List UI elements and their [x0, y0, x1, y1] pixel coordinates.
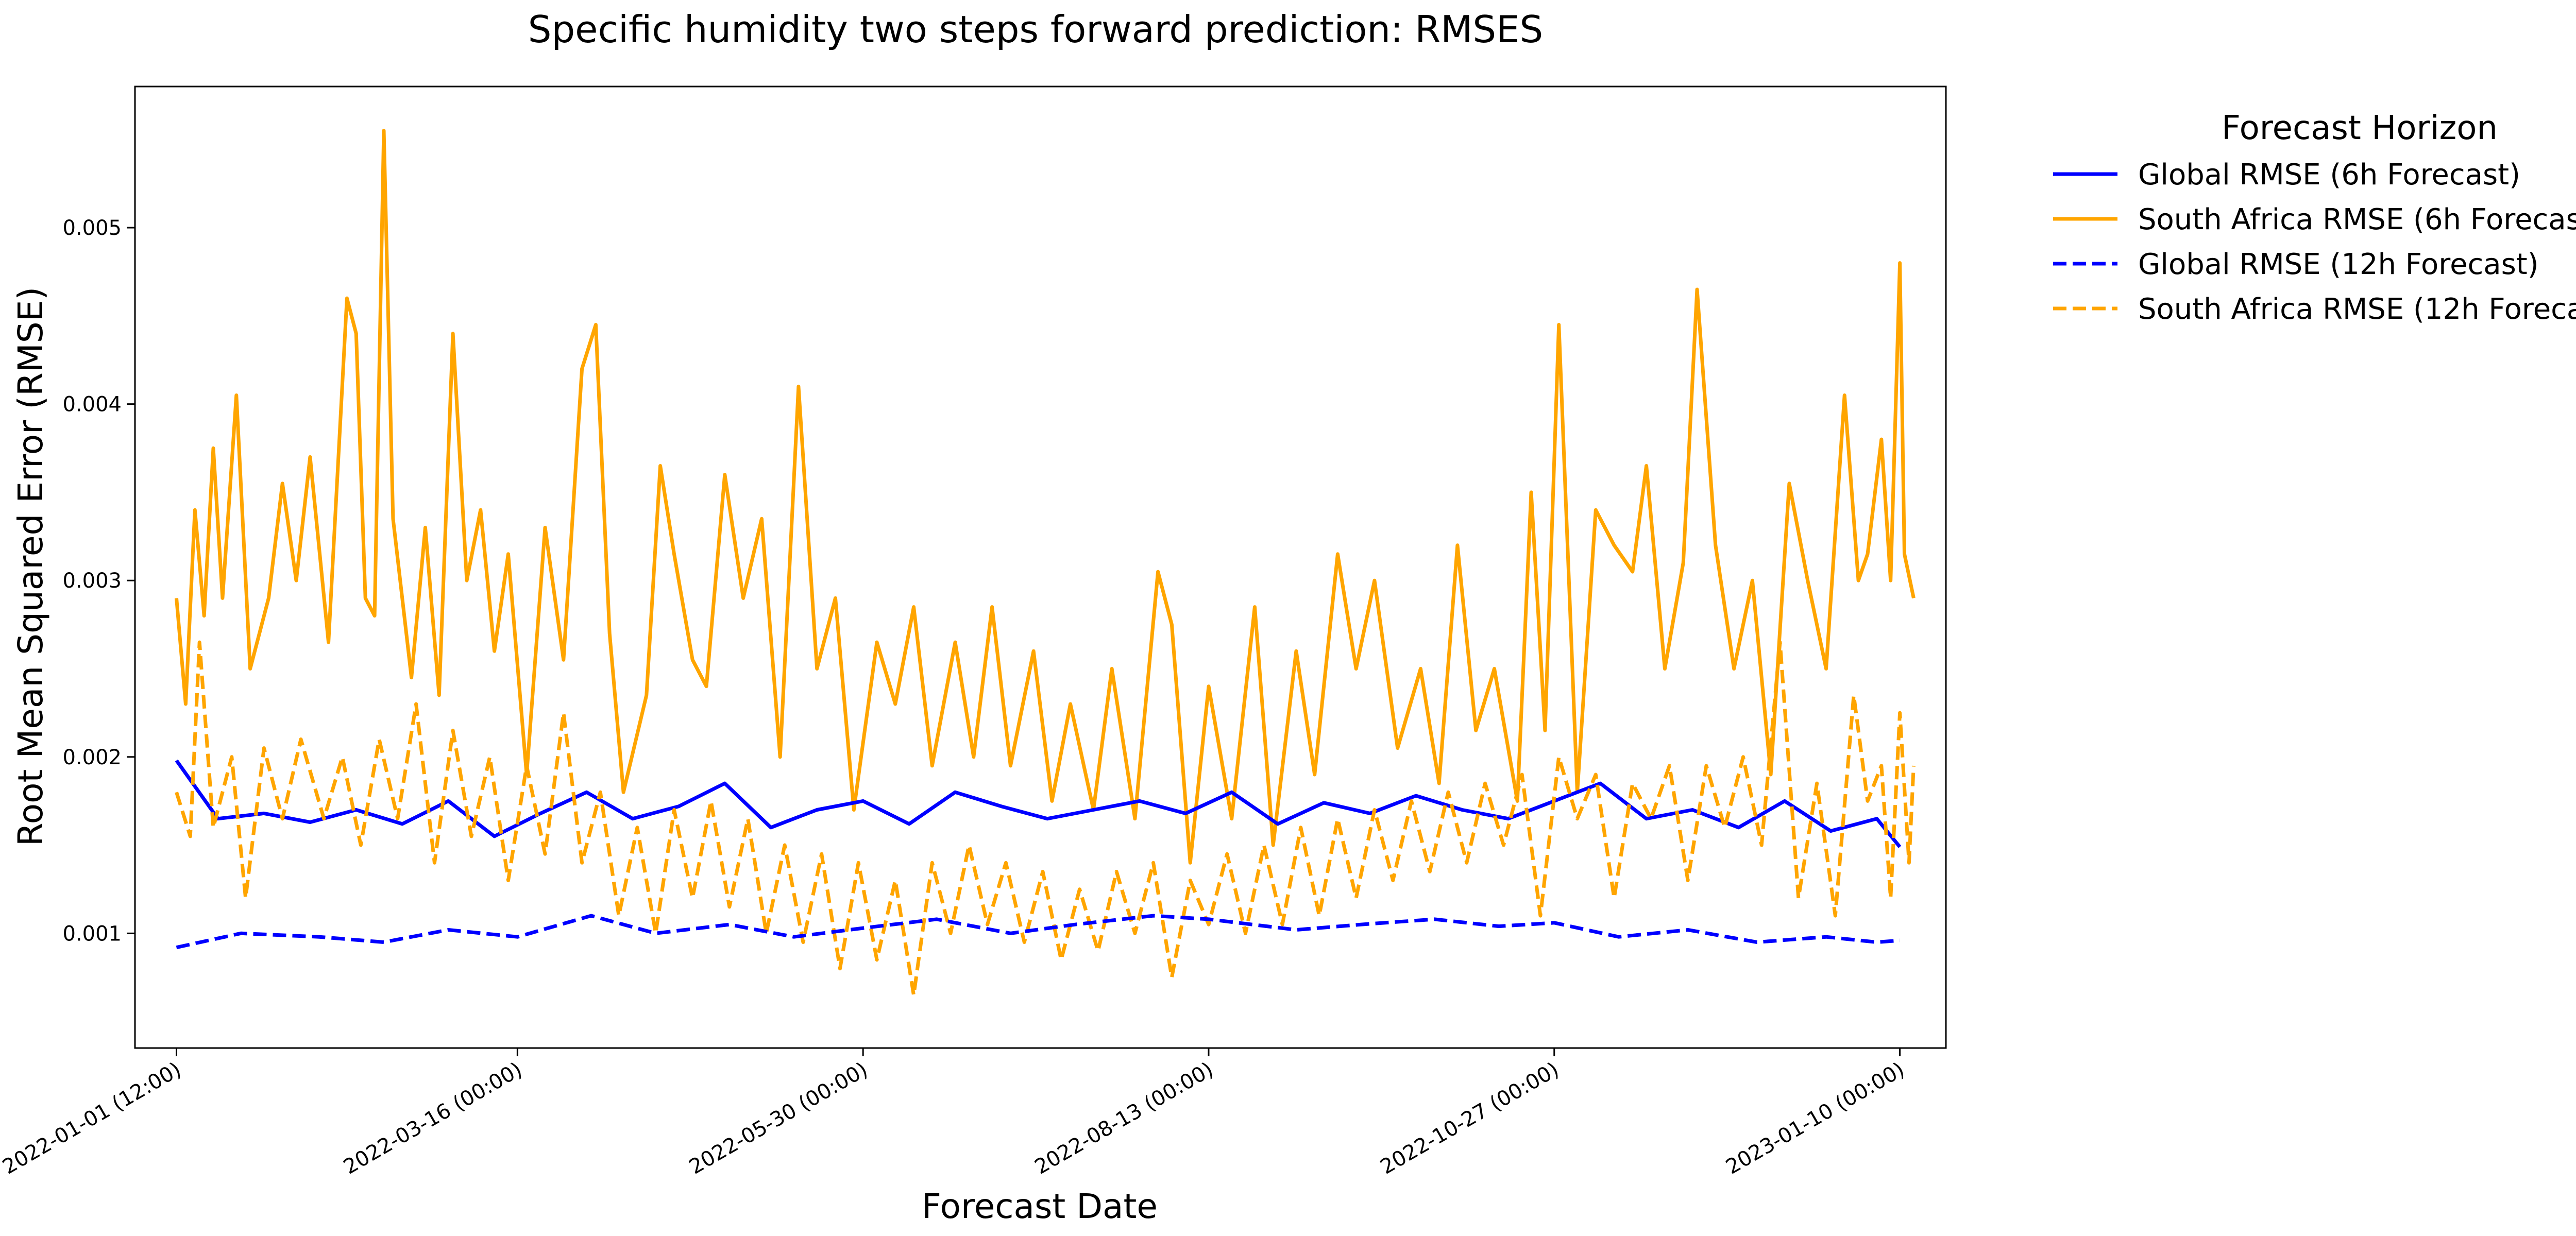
legend-label: South Africa RMSE (6h Forecast): [2138, 203, 2576, 236]
series-line-1: [175, 759, 1902, 848]
series-line-3: [176, 914, 1900, 950]
y-tick-label: 0.004: [62, 393, 122, 417]
legend-label: Global RMSE (6h Forecast): [2138, 158, 2520, 192]
legend-items: Global RMSE (6h Forecast) South Africa RM…: [2053, 158, 2576, 326]
chart-title: Specific humidity two steps forward pred…: [528, 8, 1544, 51]
legend: Forecast Horizon Global RMSE (6h Forecas…: [2053, 109, 2576, 326]
x-axis-title: Forecast Date: [922, 1187, 1158, 1226]
legend-label: Global RMSE (12h Forecast): [2138, 248, 2539, 281]
y-tick-label: 0.003: [62, 569, 122, 593]
plot-frame: [134, 85, 1947, 1049]
y-axis: 0.001 0.002 0.003 0.004 0.005: [62, 216, 135, 946]
legend-label: South Africa RMSE (12h Forecast): [2138, 293, 2576, 326]
series-line-2: [175, 129, 1916, 865]
y-tick-label: 0.002: [62, 746, 122, 769]
y-tick-label: 0.001: [62, 922, 122, 946]
y-axis-title: Root Mean Squared Error (RMSE): [11, 287, 50, 846]
series-layer: [175, 129, 1916, 997]
y-tick-label: 0.005: [62, 216, 122, 240]
legend-title: Forecast Horizon: [2222, 109, 2498, 147]
